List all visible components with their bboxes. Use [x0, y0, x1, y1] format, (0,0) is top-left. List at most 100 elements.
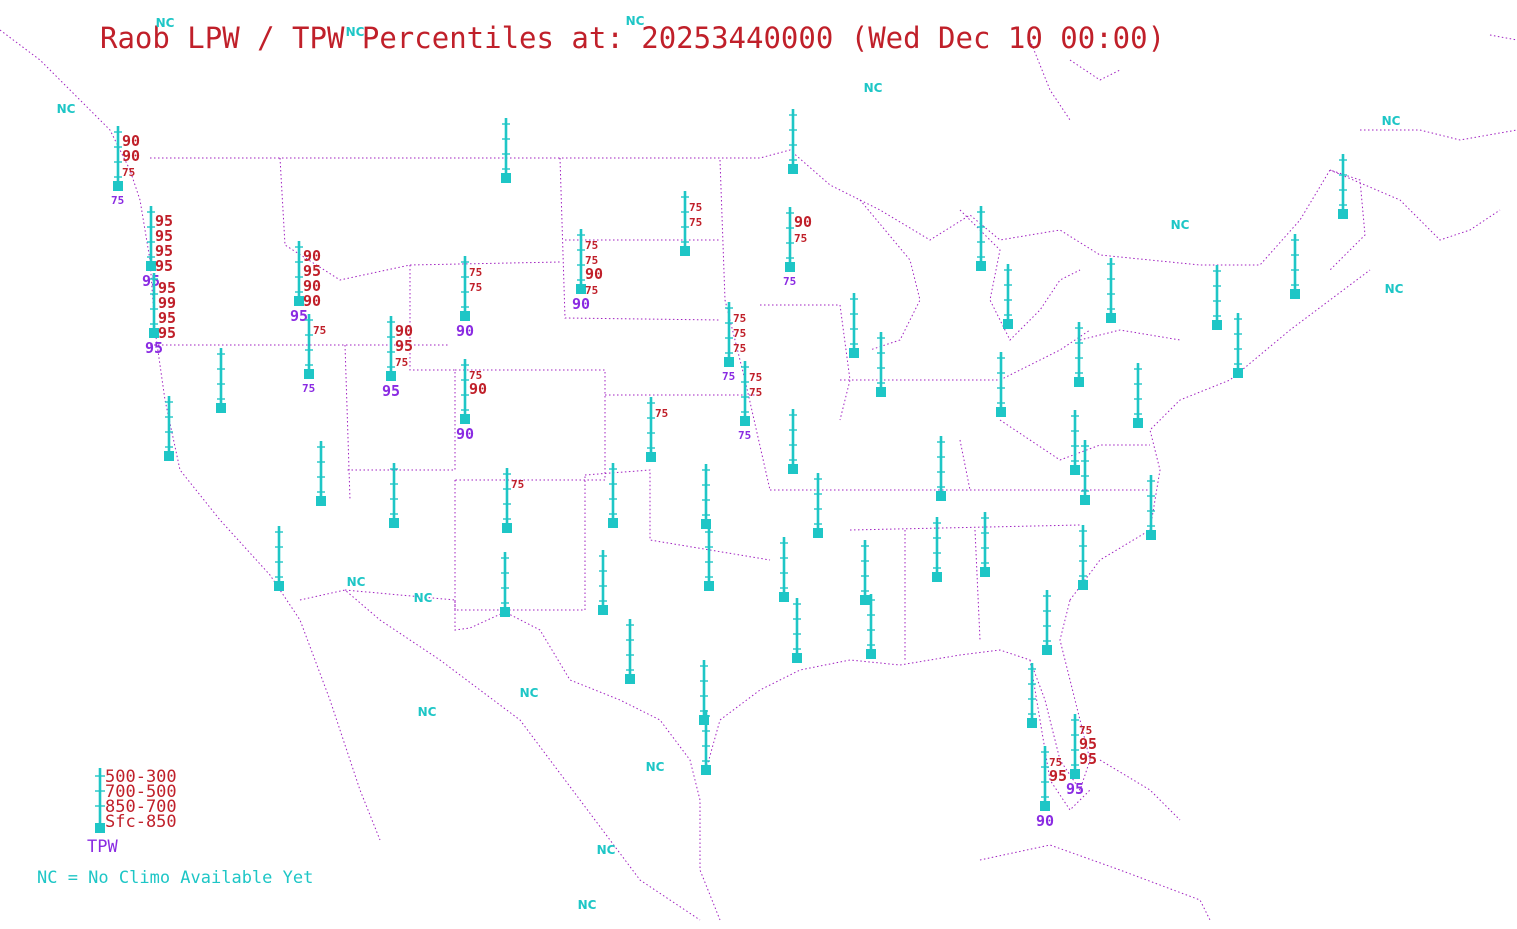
station-marker	[849, 293, 859, 358]
station-layer-percentile: 90	[122, 132, 140, 150]
station-base	[1070, 769, 1080, 779]
station-layer-percentile: 95	[158, 309, 176, 327]
nc-label: NC	[1382, 114, 1401, 128]
legend-layer-700-500: 700-500	[105, 782, 177, 802]
station-base	[1233, 368, 1243, 378]
station-base	[701, 519, 711, 529]
station-base	[860, 595, 870, 605]
station-base	[316, 496, 326, 506]
station-layer-percentile: 75	[655, 407, 668, 420]
station-layer-percentile: 75	[689, 216, 702, 229]
station-marker	[274, 526, 284, 591]
nc-label: NC	[414, 591, 433, 605]
nc-label: NC	[520, 686, 539, 700]
station-tpw-percentile: 75	[783, 275, 796, 288]
station-base	[936, 491, 946, 501]
legend-nc-note: NC = No Climo Available Yet	[37, 868, 313, 888]
station-base	[980, 567, 990, 577]
nc-label: NC	[1171, 218, 1190, 232]
station-base	[1290, 289, 1300, 299]
station-tpw-percentile: 75	[722, 370, 735, 383]
station-marker	[788, 109, 798, 174]
station-layer-percentile: 95	[158, 279, 176, 297]
station-marker	[1074, 322, 1084, 387]
station-marker	[216, 348, 226, 413]
station-marker: 75	[646, 397, 668, 462]
station-layer-percentile: 95	[155, 257, 173, 275]
station-base	[1078, 580, 1088, 590]
station-base	[294, 296, 304, 306]
stations-layer: 9090757595959595959599959595909590909575…	[111, 109, 1348, 830]
station-base	[646, 452, 656, 462]
legend: 500-300 700-500 850-700 Sfc-850 TPW NC =…	[37, 767, 313, 888]
station-layer-percentile: 95	[1079, 735, 1097, 753]
station-tpw-percentile: 95	[142, 272, 160, 290]
station-layer-percentile: 90	[303, 247, 321, 265]
station-marker	[813, 473, 823, 538]
station-base	[1003, 319, 1013, 329]
station-tpw-percentile: 75	[111, 194, 124, 207]
station-base	[1040, 801, 1050, 811]
station-marker	[501, 118, 511, 183]
station-marker	[1070, 410, 1080, 475]
station-base	[216, 403, 226, 413]
station-layer-percentile: 95	[155, 227, 173, 245]
station-base	[932, 572, 942, 582]
station-layer-percentile: 90	[585, 265, 603, 283]
station-base	[680, 246, 690, 256]
legend-layer-850-700: 850-700	[105, 797, 177, 817]
station-layer-percentile: 75	[585, 239, 598, 252]
station-layer-percentile: 75	[585, 284, 598, 297]
station-layer-percentile: 95	[303, 262, 321, 280]
station-base	[501, 173, 511, 183]
station-base	[460, 311, 470, 321]
station-base	[876, 387, 886, 397]
station-layer-percentile: 95	[395, 337, 413, 355]
station-marker	[701, 710, 711, 775]
station-marker	[1233, 313, 1243, 378]
station-base	[1133, 418, 1143, 428]
nc-label: NC	[597, 843, 616, 857]
station-layer-percentile: 75	[733, 312, 746, 325]
station-base	[788, 164, 798, 174]
station-layer-percentile: 75	[511, 478, 524, 491]
station-base	[1080, 495, 1090, 505]
nc-label: NC	[347, 575, 366, 589]
station-base	[164, 451, 174, 461]
station-layer-percentile: 75	[1049, 756, 1062, 769]
station-marker	[316, 441, 326, 506]
station-marker	[598, 550, 608, 615]
station-marker	[779, 537, 789, 602]
station-base	[788, 464, 798, 474]
station-base	[1027, 718, 1037, 728]
station-base	[704, 581, 714, 591]
station-base	[389, 518, 399, 528]
station-layer-percentile: 99	[158, 294, 176, 312]
station-marker	[1042, 590, 1052, 655]
station-marker: 75 75 75 75	[722, 302, 746, 383]
station-marker	[704, 526, 714, 591]
station-tpw-percentile: 90	[456, 425, 474, 443]
station-base	[500, 607, 510, 617]
station-tpw-percentile: 90	[572, 295, 590, 313]
station-marker	[788, 409, 798, 474]
station-marker	[1133, 363, 1143, 428]
station-marker	[932, 517, 942, 582]
station-tpw-percentile: 90	[1036, 812, 1054, 830]
station-base	[792, 653, 802, 663]
geographic-borders	[0, 29, 1517, 921]
station-marker	[1027, 663, 1037, 728]
station-marker	[876, 332, 886, 397]
station-base	[625, 674, 635, 684]
station-marker	[701, 464, 711, 529]
station-tpw-percentile: 95	[1066, 780, 1084, 798]
